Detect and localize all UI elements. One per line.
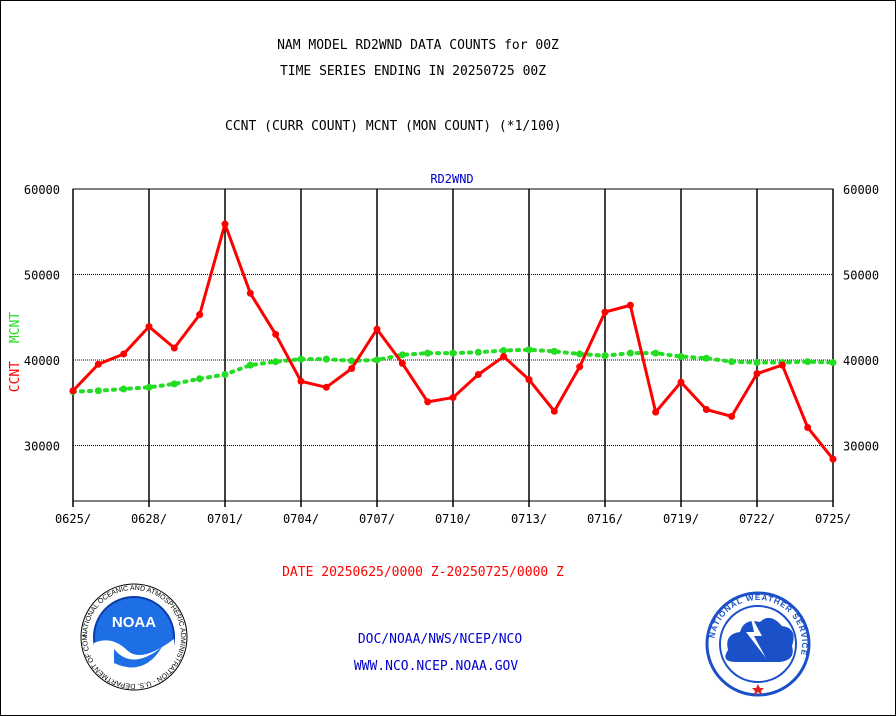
chart-legend-description: CCNT (CURR COUNT) MCNT (MON COUNT) (*1/1… [225,119,562,134]
y-axis-label-ccnt: CCNT [8,361,23,392]
y-tick-label-left: 40000 [24,354,60,368]
data-point-mcnt [829,359,837,367]
data-point-ccnt [246,289,254,297]
data-point-mcnt [702,354,710,362]
panel-label: RD2WND [430,172,474,186]
data-point-ccnt [626,301,634,309]
data-point-ccnt [804,423,812,431]
x-tick-label: 0625/ [55,512,91,526]
data-point-mcnt [576,350,584,358]
data-point-ccnt [652,408,660,416]
x-tick-label: 0707/ [359,512,395,526]
data-point-ccnt [449,394,457,402]
data-point-mcnt [525,346,533,354]
y-tick-label-right: 40000 [843,354,879,368]
data-point-mcnt [373,356,381,364]
data-point-mcnt [272,358,280,366]
data-point-ccnt [373,325,381,333]
data-point-mcnt [348,357,356,365]
data-point-mcnt [398,351,406,359]
data-point-mcnt [601,352,609,360]
data-point-ccnt [576,363,584,371]
x-tick-label: 0713/ [511,512,547,526]
data-point-ccnt [120,350,128,358]
data-point-ccnt [728,412,736,420]
data-point-ccnt [297,377,305,385]
data-point-ccnt [272,330,280,338]
data-point-ccnt [753,370,761,378]
data-point-mcnt [500,347,508,355]
data-point-mcnt [804,358,812,366]
x-tick-label: 0628/ [131,512,167,526]
y-tick-label-right: 60000 [843,183,879,197]
data-point-mcnt [221,370,229,378]
data-point-mcnt [297,355,305,363]
data-point-ccnt [221,220,229,228]
x-tick-label: 0719/ [663,512,699,526]
data-point-mcnt [246,361,254,369]
date-range: DATE 20250625/0000 Z-20250725/0000 Z [282,565,564,580]
axes: 30000 30000 40000 40000 50000 50000 60000 60000… [24,183,879,526]
data-point-ccnt [348,365,356,373]
chart-title: NAM MODEL RD2WND DATA COUNTS for 00Z [277,38,559,53]
nws-logo-icon: NATIONAL WEATHER SERVICE [705,591,811,697]
data-point-mcnt [677,353,685,361]
y-tick-label-right: 50000 [843,268,879,282]
x-tick-label: 0710/ [435,512,471,526]
data-point-mcnt [626,349,634,357]
data-point-ccnt [474,370,482,378]
grid [72,188,834,507]
data-point-mcnt [322,355,330,363]
y-tick-label-left: 60000 [24,183,60,197]
data-point-ccnt [778,361,786,369]
data-point-mcnt [652,349,660,357]
data-point-mcnt [474,348,482,356]
y-tick-label-right: 30000 [843,439,879,453]
data-point-mcnt [196,375,204,383]
x-tick-label: 0716/ [587,512,623,526]
noaa-logo-icon: NOAA NATIONAL OCEANIC AND ATMOSPHERIC AD… [80,583,188,691]
data-point-mcnt [170,380,178,388]
data-point-ccnt [525,376,533,384]
y-axis-label: CCNT MCNT [8,312,23,393]
data-point-ccnt [170,344,178,352]
data-point-ccnt [424,398,432,406]
data-point-ccnt [702,406,710,414]
data-point-mcnt [449,349,457,357]
data-point-ccnt [550,407,558,415]
x-tick-label: 0704/ [283,512,319,526]
y-tick-label-left: 30000 [24,439,60,453]
data-point-ccnt [677,378,685,386]
x-tick-label: 0701/ [207,512,243,526]
data-point-ccnt [145,323,153,331]
credit-agency: DOC/NOAA/NWS/NCEP/NCO [357,632,523,647]
data-point-ccnt [94,360,102,368]
data-point-mcnt [728,358,736,366]
credit-website[interactable]: WWW.NCO.NCEP.NOAA.GOV [353,659,519,674]
y-tick-label-left: 50000 [24,268,60,282]
data-point-mcnt [424,349,432,357]
x-tick-label: 0725/ [815,512,851,526]
data-point-mcnt [145,383,153,391]
data-point-mcnt [120,385,128,393]
data-point-ccnt [398,359,406,367]
data-point-ccnt [196,311,204,319]
data-point-ccnt [69,387,77,395]
data-point-ccnt [322,383,330,391]
chart-subtitle-series: TIME SERIES ENDING IN 20250725 00Z [279,64,547,79]
data-point-mcnt [94,387,102,395]
data-point-ccnt [601,308,609,316]
x-tick-label: 0722/ [739,512,775,526]
y-axis-label-mcnt: MCNT [8,312,23,343]
data-point-mcnt [550,347,558,355]
series [69,220,837,463]
noaa-wordmark: NOAA [112,614,156,631]
data-point-mcnt [753,359,761,367]
data-point-ccnt [829,455,837,463]
data-point-ccnt [500,353,508,361]
